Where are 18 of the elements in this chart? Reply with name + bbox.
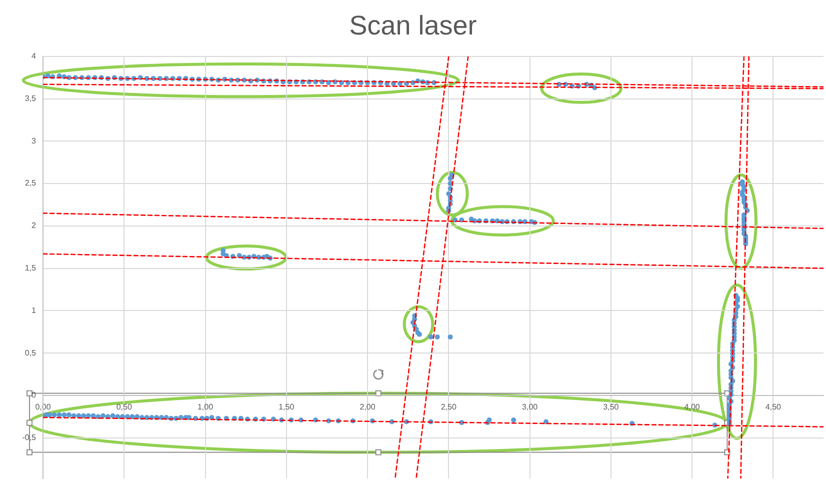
- x-tick-label: 1,50: [278, 402, 295, 412]
- y-tick-label: 1,5: [24, 264, 37, 272]
- x-tick-label: 2,50: [440, 402, 457, 412]
- y-tick-label: 0: [32, 390, 37, 400]
- x-tick-label: 0,50: [116, 402, 132, 412]
- y-tick-label: 0,5: [24, 348, 37, 358]
- chart-title: Scan laser: [349, 10, 477, 41]
- y-tick-label: 4: [32, 52, 37, 61]
- y-tick-label: 2: [32, 221, 37, 230]
- y-tick-label: 2,5: [24, 178, 37, 188]
- x-tick-label: 3,50: [603, 402, 620, 412]
- x-tick-label: 4,50: [765, 402, 782, 412]
- x-tick-label: 1,00: [197, 402, 214, 412]
- x-tick-label: 2,00: [360, 402, 376, 412]
- y-tick-label: 3,5: [24, 94, 37, 103]
- y-tick-label: 3: [32, 136, 37, 146]
- y-tick-label: 1: [32, 306, 37, 315]
- x-tick-label: 3,00: [522, 402, 538, 412]
